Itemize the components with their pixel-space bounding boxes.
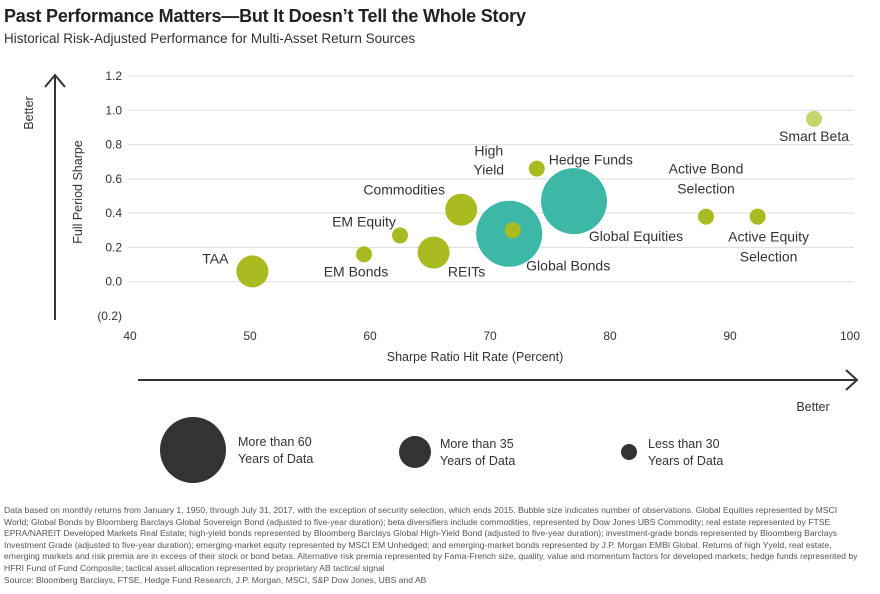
y-tick-label: 0.8 <box>105 138 122 152</box>
legend-label: Years of Data <box>238 452 313 466</box>
label-em-bonds: EM Bonds <box>324 263 389 279</box>
legend-bubble-large <box>160 417 226 483</box>
bubble-chart: 1.2 1.0 0.8 0.6 0.4 0.2 0.0 (0.2) 40 50 60 70 80 90 1… <box>22 69 860 483</box>
legend-label: More than 60 <box>238 435 312 449</box>
label-taa: TAA <box>202 250 229 266</box>
y-tick-label: 0.6 <box>105 172 122 186</box>
y-tick-label: (0.2) <box>97 309 122 323</box>
bubble-em-equity <box>392 227 408 244</box>
y-tick-label: 0.0 <box>105 275 122 289</box>
bubble-em-bonds <box>356 246 372 263</box>
label-active-bond-selection: Active Bond Selection <box>669 161 744 197</box>
legend-bubble-medium <box>399 436 431 468</box>
chart-title: Past Performance Matters—But It Doesn’t … <box>4 6 526 26</box>
legend: More than 60 Years of Data More than 35 Yea… <box>160 417 723 483</box>
bubble-commodities <box>445 193 478 226</box>
label-global-bonds: Global Bonds <box>526 258 610 274</box>
label-commodities: Commodities <box>363 182 445 198</box>
label-em-equity: EM Equity <box>332 213 396 229</box>
legend-label: Less than 30 <box>648 437 720 451</box>
x-axis-label: Sharpe Ratio Hit Rate (Percent) <box>387 350 563 364</box>
y-axis-label: Full Period Sharpe <box>71 140 85 244</box>
bubble-hedge-funds <box>528 160 545 177</box>
y-tick-labels: 1.2 1.0 0.8 0.6 0.4 0.2 0.0 (0.2) <box>97 69 122 323</box>
label-active-equity-selection: Active Equity Selection <box>728 229 809 265</box>
y-tick-label: 0.4 <box>105 206 122 220</box>
bubble-reits <box>417 236 450 269</box>
label-global-equities: Global Equities <box>589 228 683 244</box>
footnote-line: Data based on monthly returns from Janua… <box>4 505 838 515</box>
y-tick-label: 1.2 <box>105 69 122 83</box>
footnote-line: emerging markets and risk premia are in … <box>4 551 858 562</box>
x-tick-labels: 40 50 60 70 80 90 100 <box>123 329 860 343</box>
footnote-line: Investment Grade (adjusted to five-year … <box>4 539 832 550</box>
y-tick-label: 1.0 <box>105 103 122 117</box>
footnote-line: HFRI Fund of Fund Composite; tactical as… <box>4 562 385 573</box>
x-tick-label: 80 <box>603 329 617 343</box>
label-hedge-funds: Hedge Funds <box>549 152 633 168</box>
label-high-yield: High Yield <box>473 142 504 177</box>
x-tick-label: 100 <box>840 329 860 343</box>
legend-label: Years of Data <box>440 454 515 468</box>
bubble-active-equity-selection <box>749 208 766 225</box>
x-tick-label: 60 <box>363 329 377 343</box>
bubbles <box>236 110 822 288</box>
x-tick-label: 40 <box>123 329 137 343</box>
x-tick-label: 50 <box>243 329 257 343</box>
chart-subtitle: Historical Risk-Adjusted Performance for… <box>4 31 416 46</box>
y-better-label: Better <box>22 96 36 129</box>
legend-label: Years of Data <box>648 454 723 468</box>
bubble-smart-beta <box>806 110 822 127</box>
bubble-taa <box>236 255 269 288</box>
x-better-label: Better <box>796 400 829 414</box>
bubble-high-yield <box>504 222 521 239</box>
bubble-global-equities <box>541 168 607 235</box>
footnote-line: World; Global Bonds by Bloomberg Barclay… <box>4 516 831 527</box>
source-line: Source: Bloomberg Barclays, FTSE, Hedge … <box>4 574 427 585</box>
label-reits: REITs <box>448 264 485 280</box>
legend-bubble-small <box>621 444 637 460</box>
x-tick-label: 90 <box>723 329 737 343</box>
bubble-labels: TAA EM Bonds EM Equity REITs Commodities Glob… <box>202 128 849 280</box>
y-tick-label: 0.2 <box>105 240 122 254</box>
footnote-line: EPRA/NAREIT Developed Markets Real Estat… <box>4 528 838 539</box>
x-better-arrow <box>138 369 859 391</box>
footnotes: Data based on monthly returns from Janua… <box>4 505 876 586</box>
y-better-arrow <box>44 73 66 320</box>
x-tick-label: 70 <box>483 329 497 343</box>
bubble-active-bond-selection <box>698 208 714 225</box>
label-smart-beta: Smart Beta <box>779 128 849 144</box>
legend-label: More than 35 <box>440 437 514 451</box>
